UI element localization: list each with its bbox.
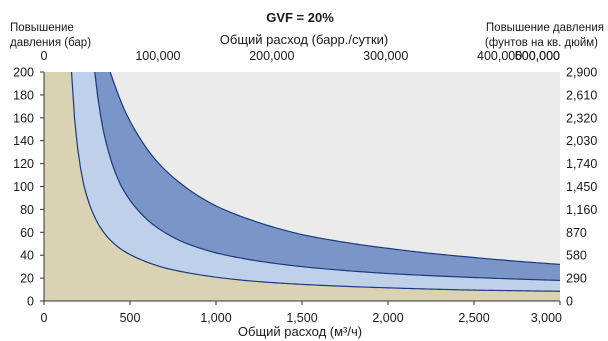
top-axis-label: Общий расход (барр./сутки) [220, 32, 388, 47]
curve-middle [94, 72, 560, 281]
curve-upper [109, 72, 560, 265]
y-tick-label: 60 [20, 226, 34, 240]
y2-tick-label: 2,610 [566, 88, 597, 102]
x-tick-label: 0 [41, 311, 48, 325]
x-tick-label: 2,000 [372, 311, 403, 325]
y2-tick-label: 2,320 [566, 111, 597, 125]
y-tick-label: 140 [13, 134, 34, 148]
x-tick-label: 1,500 [286, 311, 317, 325]
y-tick-label: 200 [13, 66, 34, 80]
x-tick-label: 2,500 [458, 311, 489, 325]
x2-tick-label: 100,000 [135, 49, 180, 63]
plot-area [44, 72, 560, 301]
y-tick-label: 160 [13, 111, 34, 125]
y-tick-label: 100 [13, 180, 34, 194]
y-tick-label: 20 [20, 272, 34, 286]
y2-tick-label: 1,160 [566, 203, 597, 217]
y2-tick-label: 1,740 [566, 157, 597, 171]
y-tick-label: 180 [13, 88, 34, 102]
band-dark [94, 72, 560, 281]
x-tick-label: 500 [120, 311, 141, 325]
y2-tick-label: 580 [566, 249, 587, 263]
bottom-axis-label: Общий расход (м³/ч) [238, 324, 362, 339]
x2-tick-label: 400,000 [477, 49, 522, 63]
region-below-lower-curve [44, 72, 560, 301]
right-axis-label-line2: (фунтов на кв. дюйм) [485, 37, 598, 49]
x2-tick-label: 0 [41, 49, 48, 63]
axes: 0 500 1,000 1,500 2,000 2,500 3,000 0 20 40 60 80 10… [13, 49, 597, 325]
left-axis-label-line1: Повышение [10, 22, 74, 34]
x2-tick-label: 200,000 [249, 49, 294, 63]
y2-tick-label: 870 [566, 226, 587, 240]
y2-tick-label: 0 [566, 295, 573, 309]
y-tick-label: 120 [13, 157, 34, 171]
x2-tick-label: 500,000 [515, 49, 560, 63]
right-axis-label-line1: Повышение давления [486, 22, 604, 34]
y-tick-label: 80 [20, 203, 34, 217]
x-tick-label: 3,000 [531, 311, 562, 325]
y2-tick-label: 290 [566, 272, 587, 286]
y2-tick-label: 2,900 [566, 66, 597, 80]
x2-tick-label: 600,000 [515, 49, 560, 63]
curve-lower [70, 72, 560, 292]
y-tick-label: 0 [27, 295, 34, 309]
y2-tick-label: 2,030 [566, 134, 597, 148]
x2-tick-label: 300,000 [363, 49, 408, 63]
x-tick-label: 1,000 [200, 311, 231, 325]
left-axis-label-line2: давления (бар) [10, 37, 91, 49]
chart-title: GVF = 20% [266, 10, 334, 25]
y-tick-label: 40 [20, 249, 34, 263]
y2-tick-label: 1,450 [566, 180, 597, 194]
